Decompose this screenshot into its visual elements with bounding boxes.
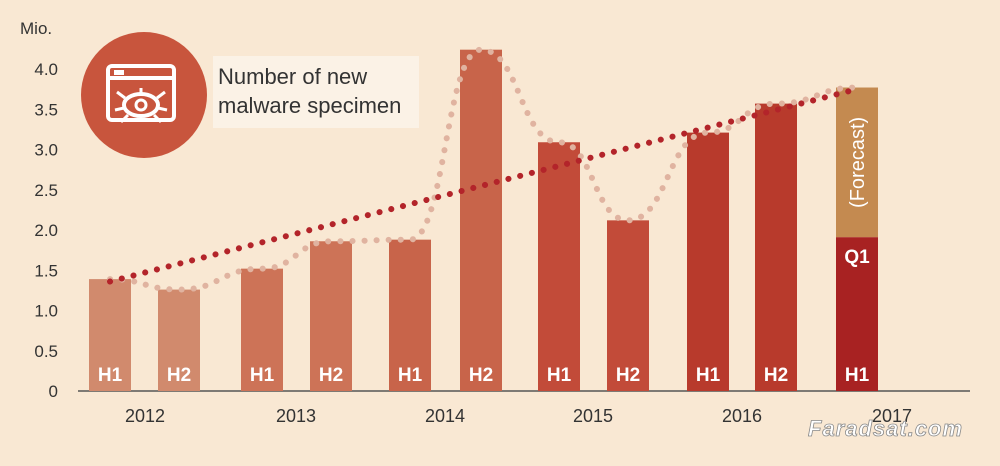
bar-half-label: H2 [616, 365, 640, 386]
bar [687, 132, 729, 391]
bar [158, 289, 200, 391]
legend: Number of new malware specimen [81, 32, 419, 158]
bar-half-label: H2 [167, 365, 191, 386]
bar-forecast-label: (Forecast) [847, 117, 869, 208]
bar [607, 220, 649, 391]
x-axis-categories: 2012 2013 2014 2015 2016 2017 [125, 406, 912, 426]
y-tick-label: 0.5 [34, 342, 58, 361]
y-tick-label: 2.0 [34, 221, 58, 240]
bar-half-label: H2 [469, 365, 493, 386]
bar-half-label: H1 [398, 365, 423, 386]
y-tick-label: 3.5 [34, 100, 58, 119]
bar [755, 103, 797, 392]
trend-lines [107, 46, 860, 293]
x-year-label: 2016 [722, 406, 762, 426]
bar-forecast-segment [836, 87, 878, 238]
bar-q1-label: Q1 [844, 247, 870, 268]
bar-half-label: H1 [696, 365, 721, 386]
bar-half-label: H2 [319, 365, 343, 386]
legend-label-line1: Number of new [218, 64, 367, 89]
bar-half-label: H1 [547, 365, 572, 386]
bar-half-label: H2 [764, 365, 788, 386]
half-year-trend-line [107, 46, 860, 293]
bar [389, 239, 431, 391]
x-year-label: 2015 [573, 406, 613, 426]
bar-half-label: H1 [845, 365, 870, 386]
x-year-label: 2012 [125, 406, 165, 426]
y-tick-label: 3.0 [34, 141, 58, 160]
legend-box [213, 56, 419, 128]
bar-q1-segment [836, 237, 878, 391]
y-tick-label: 4.0 [34, 60, 58, 79]
x-year-label: 2013 [276, 406, 316, 426]
y-tick-label: 1.5 [34, 261, 58, 280]
y-tick-label: 0 [49, 382, 58, 401]
bar [310, 241, 352, 391]
y-axis-unit: Mio. [20, 19, 52, 38]
bar [89, 279, 131, 391]
legend-label-line2: malware specimen [218, 93, 401, 118]
malware-bug-window-icon [81, 32, 207, 158]
x-year-label: 2017 [872, 406, 912, 426]
y-axis-ticks: 0 0.5 1.0 1.5 2.0 2.5 3.0 3.5 4.0 [34, 60, 58, 401]
bar [241, 268, 283, 391]
watermark: Faradsat.com [808, 416, 963, 441]
linear-trend-line [107, 86, 860, 285]
bar-half-label: H1 [250, 365, 275, 386]
y-tick-label: 1.0 [34, 302, 58, 321]
bars-group: H1 H2 H1 H2 H1 H2 H1 H2 H1 H2 Q1 (Forecast) H1 [89, 49, 878, 392]
bar [538, 142, 580, 391]
bar-half-label: H1 [98, 365, 123, 386]
x-year-label: 2014 [425, 406, 465, 426]
bar [460, 49, 502, 392]
y-tick-label: 2.5 [34, 181, 58, 200]
